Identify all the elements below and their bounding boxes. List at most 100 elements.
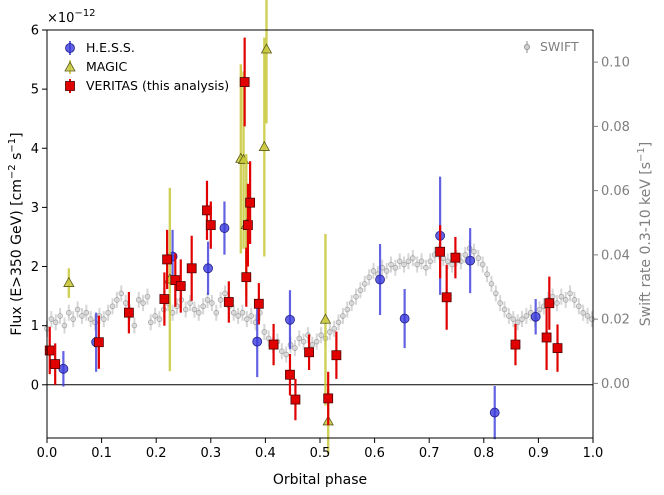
swift-point <box>444 258 451 265</box>
veritas-point <box>323 393 334 404</box>
veritas-point <box>241 272 252 283</box>
magic-point <box>63 276 75 287</box>
veritas-series <box>44 37 563 425</box>
swift-point <box>344 306 351 313</box>
y-tick-label: 5 <box>31 83 39 98</box>
y-axis-title: Flux (E>350 GeV) [cm−2 s−1] <box>7 132 25 335</box>
y2-tick-label: 0.04 <box>601 248 630 263</box>
magic-series <box>63 0 334 454</box>
y2-axis-title-prefix: Swift rate 0.3-10 keV [s <box>638 162 654 326</box>
swift-point <box>353 293 359 300</box>
x-tick-label: 0.3 <box>200 446 221 461</box>
swift-point <box>278 348 285 355</box>
y2-tick-label: 0.02 <box>601 313 630 328</box>
hess-point <box>465 255 476 266</box>
hess-point <box>530 311 541 322</box>
swift-point <box>244 316 250 322</box>
veritas-point <box>331 350 342 361</box>
swift-point <box>131 322 138 329</box>
y-scale-exponent: −12 <box>74 8 95 19</box>
veritas-point <box>93 337 104 348</box>
swift-point <box>340 313 346 319</box>
swift-point <box>366 274 372 281</box>
y-tick-label: 2 <box>31 260 39 275</box>
swift-point <box>83 309 90 316</box>
x-tick-label: 0.8 <box>473 446 494 461</box>
veritas-point <box>239 77 250 87</box>
hess-point <box>203 263 213 274</box>
y-axis-right: 0.00 0.02 0.04 0.06 0.08 0.10 <box>593 56 630 392</box>
swift-point <box>114 297 120 303</box>
veritas-point <box>268 339 279 350</box>
hess-point <box>252 336 263 347</box>
legend-item-swift: SWIFT <box>524 39 579 54</box>
veritas-point <box>253 298 264 309</box>
y-tick-label: 1 <box>31 319 39 334</box>
swift-point <box>235 313 241 319</box>
swift-point <box>87 316 94 322</box>
x-tick-label: 0.7 <box>419 446 440 461</box>
swift-point <box>248 313 255 319</box>
hess-point <box>58 363 69 374</box>
x-tick-label: 1.0 <box>583 446 604 461</box>
swift-point <box>204 297 211 303</box>
swift-point <box>52 319 59 326</box>
x-tick-label: 0.5 <box>310 446 331 461</box>
swift-point <box>357 287 364 294</box>
swift-point <box>135 297 142 303</box>
swift-point <box>475 255 482 261</box>
swift-point <box>335 319 342 326</box>
swift-point <box>156 316 163 322</box>
x-tick-label: 0.2 <box>146 446 167 461</box>
swift-point <box>195 309 202 316</box>
x-tick-label: 0.6 <box>364 446 385 461</box>
swift-point <box>427 258 434 265</box>
veritas-point <box>441 292 452 303</box>
swift-point <box>571 297 578 303</box>
veritas-point <box>304 347 314 358</box>
swift-point <box>309 342 316 348</box>
swift-point <box>519 316 525 322</box>
legend-item-magic: MAGIC <box>64 59 127 74</box>
swift-point <box>61 322 68 329</box>
hess-point <box>375 274 385 285</box>
y-scale-prefix: ×10 <box>47 11 74 26</box>
swift-point <box>514 319 521 326</box>
x-tick-label: 0.1 <box>91 446 112 461</box>
y-axis-title-mid: s <box>9 153 25 165</box>
swift-point <box>300 338 307 345</box>
swift-point <box>182 306 189 313</box>
y-axis-title-exp1: −2 <box>7 164 18 179</box>
swift-point <box>493 290 499 297</box>
swift-point <box>471 248 477 255</box>
swift-point <box>57 313 63 319</box>
y2-axis-title-exp: −1 <box>636 147 647 162</box>
swift-point <box>497 300 503 306</box>
y-tick-label: 6 <box>31 24 39 39</box>
hess-series <box>58 176 541 440</box>
swift-point <box>348 300 355 306</box>
swift-point <box>484 271 490 277</box>
swift-point <box>506 313 512 319</box>
veritas-point <box>124 307 134 318</box>
veritas-point <box>541 332 552 343</box>
swift-point <box>576 303 582 310</box>
veritas-point <box>50 359 61 369</box>
swift-point <box>554 300 560 306</box>
veritas-point <box>450 252 461 263</box>
x-axis: 0.0 0.1 0.2 0.3 0.4 0.5 0.6 0.7 0.8 0.9 1.0 <box>37 438 604 461</box>
legend-veritas-label: VERITAS (this analysis) <box>86 78 229 93</box>
swift-point <box>292 345 298 351</box>
swift-point <box>396 258 403 265</box>
y-tick-label: 0 <box>31 378 39 393</box>
y2-tick-label: 0.06 <box>601 184 630 199</box>
swift-point <box>187 300 193 306</box>
veritas-point <box>175 281 186 291</box>
y2-tick-label: 0.08 <box>601 120 630 135</box>
hess-point <box>285 314 295 325</box>
swift-point <box>562 297 569 303</box>
swift-point <box>523 313 530 319</box>
swift-point <box>479 261 486 268</box>
swift-point <box>222 290 228 297</box>
swift-point <box>536 306 543 313</box>
